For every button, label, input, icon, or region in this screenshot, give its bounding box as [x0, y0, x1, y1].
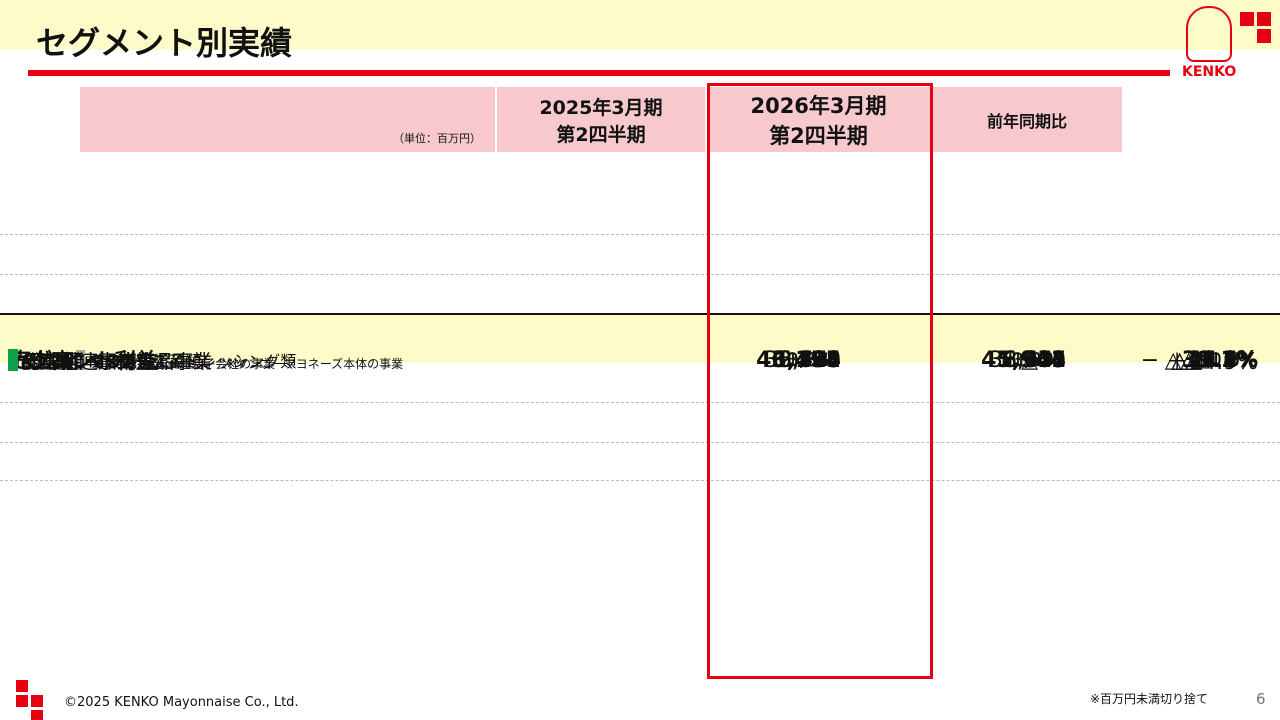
value-cell: △4.0% — [1185, 347, 1258, 373]
table-row: タマゴ加工品 11,360 11,291 △0.6% — [0, 162, 1280, 371]
row-label: セグメント利益 — [10, 349, 157, 373]
value-cell: △39.1% — [1164, 347, 1258, 373]
col-line: 2026年3月期 — [750, 93, 887, 118]
value-cell: △0.2% — [1185, 347, 1258, 373]
row-label: その他 — [22, 350, 80, 373]
value-cell: 9,300 — [778, 347, 841, 373]
value-cell: 448 — [799, 347, 841, 373]
logo-text: KENKO — [1182, 64, 1237, 80]
value-cell: 883 — [1029, 349, 1066, 371]
table-row: 売上高 46,455 45,941 △1.1% — [0, 0, 1280, 373]
table-row: その他 876 883 +0.7% — [0, 198, 1280, 371]
value-cell: +0.7% — [1193, 349, 1258, 371]
row-label: その他 — [89, 352, 138, 371]
table-row: マヨネーズ・ドレッシング類 13,825 13,959 +1.0% — [0, 126, 1280, 371]
row-label: 調味料・加工食品事業 — [22, 350, 213, 373]
value-cell: 45 — [1038, 347, 1066, 373]
row-note: ※ケンコーマヨネーズ本体の事業 — [226, 356, 404, 371]
row-note: ※サラダカフェ — [93, 356, 176, 371]
value-cell: △1.5% — [1195, 349, 1258, 371]
col-line: 第2四半期 — [769, 123, 868, 148]
value-cell: 74 — [813, 347, 841, 373]
row-label-cell: 売上高 — [10, 0, 430, 720]
row-label-cell: その他 — [76, 0, 496, 720]
title-rule — [28, 70, 1170, 76]
row-label-cell: その他 ※サラダカフェ — [8, 0, 428, 720]
col-header: 2026年3月期 第2四半期 — [707, 87, 930, 152]
value-cell: △47.4% — [1171, 347, 1258, 373]
col-line: 前年同期比 — [986, 111, 1067, 131]
row-note: ※連結子会社の事業 — [169, 356, 276, 371]
value-cell: − — [1140, 347, 1160, 373]
table-row: サラダ・総菜類 10,658 10,501 △1.5% — [0, 90, 1280, 371]
table-row: 調味料・加工食品事業 ※ケンコーマヨネーズ本体の事業 36,721 36,635 △0.… — [0, 50, 1280, 373]
row-label: 調整額 — [26, 350, 84, 373]
value-cell: 13,959 — [999, 349, 1066, 371]
row-label: マヨネーズ・ドレッシング類 — [89, 352, 297, 371]
value-cell: 1 — [827, 347, 841, 373]
table: 売上高 46,455 45,941 △1.1% 調味料・加工食品事業 ※ケンコーマヨネーズ… — [0, 0, 1280, 517]
row-label-cell: セグメント利益 — [10, 0, 430, 720]
marker — [76, 350, 85, 370]
table-row: 調整額 74 45 △38.8% — [0, 348, 1280, 517]
row-label: タマゴ加工品 — [89, 352, 186, 371]
value-cell: 515 — [1024, 347, 1066, 373]
row-label: 調味料・加工食品事業 — [22, 350, 213, 373]
row-label: サラダ・総菜類 — [89, 352, 202, 371]
unit-header: （単位：百万円） — [80, 87, 495, 152]
value-cell: 8,927 — [1003, 347, 1066, 373]
table-row: その他 1 △20 − — [0, 348, 1280, 481]
col-line: 2025年3月期 — [539, 96, 663, 119]
value-cell: 45,941 — [981, 347, 1066, 373]
row-label: 総菜関連事業等 — [22, 350, 156, 373]
value-cell: △38.8% — [1171, 347, 1258, 373]
footnote: ※百万円未満切り捨て — [1090, 692, 1209, 706]
value-cell: 2,670 — [778, 347, 841, 373]
value-cell: 3,194 — [771, 347, 841, 373]
value-cell: 11,360 — [774, 349, 841, 371]
value-cell: 1,944 — [996, 347, 1066, 373]
value-cell: 10,501 — [999, 349, 1066, 371]
highlight-box — [707, 83, 933, 679]
value-cell: +1.0% — [1193, 349, 1258, 371]
value-cell: 1,403 — [1003, 347, 1066, 373]
copyright: ©2025 KENKO Mayonnaise Co., Ltd. — [64, 695, 299, 710]
value-cell: 13,825 — [774, 349, 841, 371]
table-row: 総菜関連事業等 ※連結子会社の事業 9,300 8,927 △4.0% — [0, 235, 1280, 373]
value-cell: 378 — [1024, 347, 1066, 373]
value-cell: △1.1% — [1180, 347, 1258, 373]
table-row: セグメント利益 3,194 1,944 △39.1% — [0, 315, 1280, 373]
row-label: その他 — [22, 350, 80, 373]
value-cell: 36,721 — [764, 347, 841, 373]
value-cell: 46,455 — [756, 347, 841, 373]
row-label-cell: 総菜関連事業等 ※連結子会社の事業 — [8, 0, 428, 720]
value-cell: 10,658 — [774, 349, 841, 371]
page-number: 6 — [1256, 690, 1266, 708]
row-label-cell: 調整額 — [8, 0, 428, 720]
row-label-cell: その他 — [8, 0, 428, 720]
value-cell: 11,291 — [999, 349, 1066, 371]
unit: （単位：百万円） — [393, 132, 481, 145]
marker — [8, 349, 18, 371]
value-cell: △20 — [1021, 347, 1066, 373]
value-cell: 876 — [804, 349, 841, 371]
value-cell: 433 — [799, 347, 841, 373]
row-label-cell: 調味料・加工食品事業 ※ケンコーマヨネーズ本体の事業 — [8, 0, 428, 720]
value-cell: △12.7% — [1171, 347, 1258, 373]
col-header: 2025年3月期 第2四半期 — [497, 87, 705, 152]
table-row: 総菜関連事業等 448 515 ＋14.9% — [0, 348, 1280, 443]
title: セグメント別実績 — [36, 24, 293, 62]
table-row: その他 ※サラダカフェ 433 378 △12.7% — [0, 275, 1280, 373]
value-cell: 36,635 — [989, 347, 1066, 373]
value-cell: △0.6% — [1195, 349, 1258, 371]
col-line: 第2四半期 — [556, 123, 646, 146]
row-label: 売上高 — [10, 349, 73, 373]
col-header: 前年同期比 — [932, 87, 1122, 152]
table-row: 調味料・加工食品事業 2,670 1,403 △47.4% — [0, 348, 1280, 403]
value-cell: ＋14.9% — [1166, 350, 1258, 375]
row-label: 総菜関連事業等 — [22, 350, 156, 373]
